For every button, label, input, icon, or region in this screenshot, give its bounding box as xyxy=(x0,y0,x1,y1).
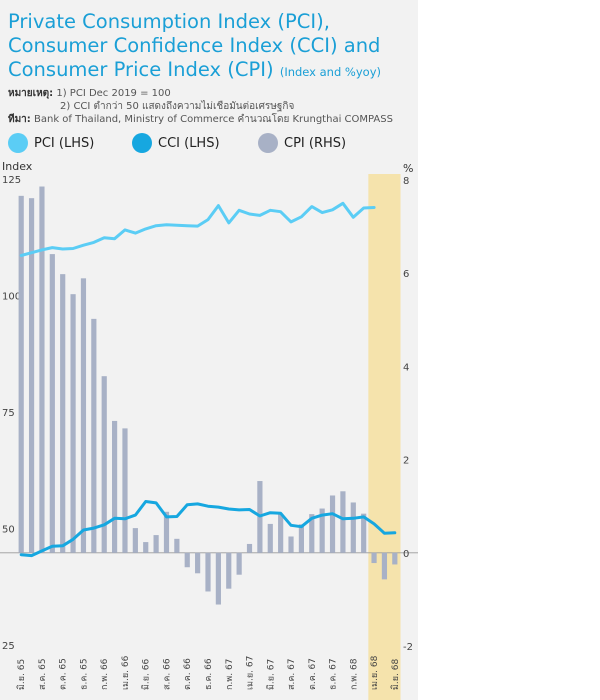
x-axis-tick: ธ.ค. 67 xyxy=(329,658,339,690)
legend-item-pci: PCI (LHS) xyxy=(8,133,94,153)
left-axis-tick: 50 xyxy=(2,525,15,536)
x-axis-tick: มิ.ย. 65 xyxy=(16,659,27,690)
cpi-bar xyxy=(163,511,170,553)
x-axis-tick: ธ.ค. 66 xyxy=(204,658,214,690)
left-axis-tick: 75 xyxy=(2,408,15,419)
right-axis-tick: -2 xyxy=(403,642,413,653)
cpi-bar xyxy=(215,552,221,605)
left-axis-tick: 125 xyxy=(2,175,21,186)
x-axis-tick: ส.ค. 65 xyxy=(38,658,48,690)
pci-legend-label: PCI (LHS) xyxy=(34,135,95,151)
x-axis-tick: ต.ค. 67 xyxy=(308,658,318,690)
cpi-bar xyxy=(80,278,87,553)
cpi-bar xyxy=(205,552,211,592)
cpi-bar xyxy=(70,294,76,553)
cpi-bar xyxy=(288,536,294,553)
x-axis-tick: เม.ย. 68 xyxy=(370,655,380,690)
highlight-band xyxy=(368,174,401,700)
cpi-bar xyxy=(350,502,356,553)
cpi-bar xyxy=(132,528,138,553)
cpi-bar xyxy=(91,318,97,553)
cpi-bar xyxy=(340,491,346,553)
cpi-bar xyxy=(60,274,66,553)
source-text: Bank of Thailand, Ministry of Commerce ค… xyxy=(34,114,393,125)
x-axis-tick: ต.ค. 66 xyxy=(183,658,193,690)
cpi-bar xyxy=(298,524,304,553)
right-axis-tick: 0 xyxy=(403,549,409,560)
source-label: ที่มา: xyxy=(8,114,31,125)
cpi-bar xyxy=(28,198,35,553)
cpi-legend-label: CPI (RHS) xyxy=(284,135,347,151)
right-axis-tick: 6 xyxy=(403,269,409,280)
cpi-bar xyxy=(39,186,45,553)
cpi-bar xyxy=(278,514,284,553)
cpi-bar xyxy=(49,254,55,553)
x-axis-tick: ส.ค. 67 xyxy=(287,658,297,690)
cpi-bar xyxy=(143,542,149,553)
cpi-bar xyxy=(122,428,128,553)
x-axis-tick: ก.พ. 68 xyxy=(349,658,359,690)
cpi-bar xyxy=(174,538,180,553)
right-axis-tick: 2 xyxy=(403,456,409,467)
title-line-2: Consumer Confidence Index (CCI) and xyxy=(8,34,381,57)
cpi-bar xyxy=(392,552,398,565)
note-row-1: หมายเหตุ: 1) PCI Dec 2019 = 100 xyxy=(8,87,418,100)
cpi-bar xyxy=(226,552,232,589)
source-row: ที่มา: Bank of Thailand, Ministry of Com… xyxy=(8,113,418,126)
right-axis-title: % xyxy=(403,162,413,175)
cci-legend-swatch xyxy=(132,133,152,153)
left-axis-tick: 25 xyxy=(2,641,15,652)
pci-legend-swatch xyxy=(8,133,28,153)
legend-item-cci: CCI (LHS) xyxy=(132,133,220,153)
cci-line xyxy=(19,500,397,558)
cpi-bar xyxy=(236,552,242,575)
right-axis-tick: 4 xyxy=(403,362,409,373)
chart-title: Private Consumption Index (PCI), Consume… xyxy=(8,10,413,84)
cpi-bar xyxy=(18,195,24,553)
x-axis-tick: มิ.ย. 68 xyxy=(390,658,401,690)
notes-label: หมายเหตุ: xyxy=(8,88,54,99)
note-1: 1) PCI Dec 2019 = 100 xyxy=(56,88,171,99)
x-axis-tick: เม.ย. 66 xyxy=(121,655,131,690)
x-axis-tick: ก.พ. 67 xyxy=(225,659,235,690)
title-suffix: (Index and %yoy) xyxy=(279,65,381,79)
x-axis-tick: มิ.ย. 66 xyxy=(141,658,152,690)
cpi-bar xyxy=(246,543,253,553)
title-line-1: Private Consumption Index (PCI), xyxy=(8,10,330,33)
legend: PCI (LHS) CCI (LHS) CPI (RHS) xyxy=(0,133,418,155)
cpi-bar xyxy=(361,513,367,553)
cpi-legend-swatch xyxy=(258,133,278,153)
cpi-bar xyxy=(371,552,377,564)
note-row-2: 2) CCI ต่ำกว่า 50 แสดงถึงความไม่เชื่อมั่… xyxy=(8,100,418,113)
cci-legend-label: CCI (LHS) xyxy=(158,135,220,151)
cpi-bar xyxy=(153,535,159,553)
cpi-bar xyxy=(101,376,107,553)
left-axis-tick: 100 xyxy=(2,292,21,303)
pci-line xyxy=(19,201,376,257)
x-axis-tick: ส.ค. 66 xyxy=(162,658,172,690)
right-axis-tick: 8 xyxy=(403,176,409,187)
cpi-bar xyxy=(329,495,336,553)
cpi-bar xyxy=(112,420,118,553)
x-axis-tick: มิ.ย. 67 xyxy=(265,659,276,690)
chart-notes: หมายเหตุ: 1) PCI Dec 2019 = 100 2) CCI ต… xyxy=(8,87,418,126)
x-axis-tick: เม.ย. 67 xyxy=(246,656,256,690)
left-axis-title: Index xyxy=(2,160,33,173)
cpi-bar xyxy=(319,508,325,553)
x-axis-tick: ธ.ค. 65 xyxy=(79,658,89,690)
cpi-bar xyxy=(184,552,190,568)
cpi-bar xyxy=(309,514,315,553)
x-axis-tick: ก.พ. 66 xyxy=(100,658,110,690)
cpi-bar xyxy=(267,523,273,553)
title-line-3: Consumer Price Index (CPI) xyxy=(8,58,274,81)
legend-item-cpi: CPI (RHS) xyxy=(258,133,346,153)
note-2: 2) CCI ต่ำกว่า 50 แสดงถึงความไม่เชื่อมั่… xyxy=(60,101,295,112)
cpi-bar xyxy=(195,552,201,574)
cpi-bar xyxy=(381,552,388,580)
x-axis-tick: ต.ค. 65 xyxy=(59,658,69,690)
